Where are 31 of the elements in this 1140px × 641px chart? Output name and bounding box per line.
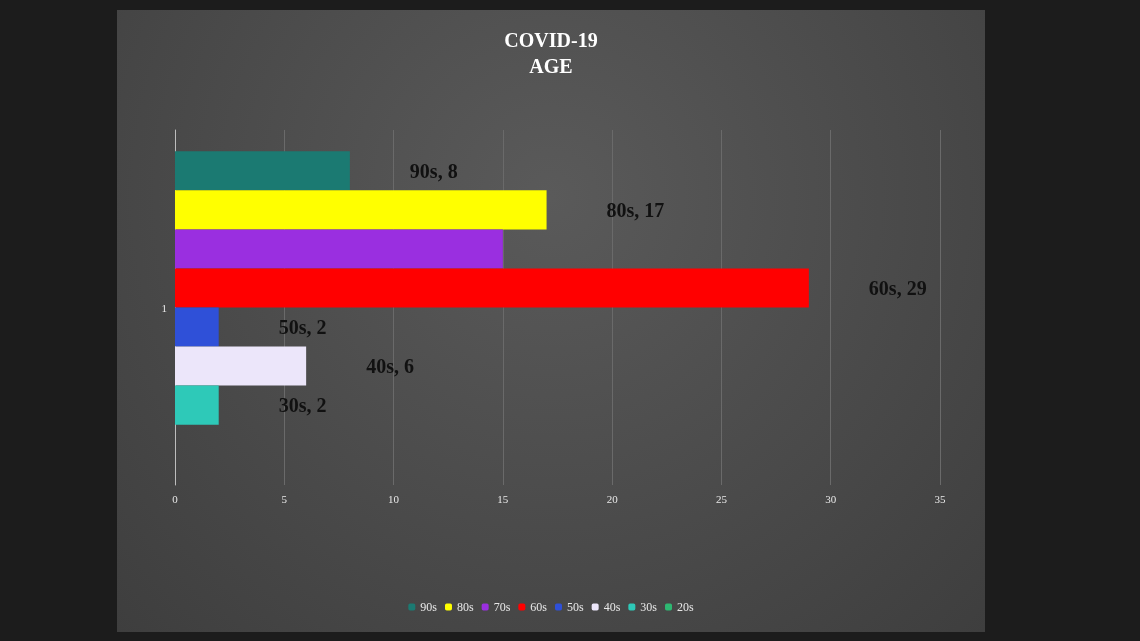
bar — [175, 346, 307, 386]
x-tick-label: 5 — [281, 492, 288, 505]
x-tick-label: 35 — [934, 492, 946, 505]
legend-label: 50s — [567, 600, 584, 614]
data-label: 50s, 2 — [278, 316, 327, 339]
bar — [175, 229, 503, 269]
data-label: 60s, 29 — [868, 276, 927, 299]
legend-label: 30s — [640, 600, 658, 614]
bar — [175, 307, 219, 347]
x-tick-label: 30 — [825, 492, 837, 505]
bar — [175, 268, 809, 308]
chart-title: COVID-19 AGE — [504, 29, 598, 77]
legend-label: 80s — [456, 600, 474, 614]
bar — [175, 151, 350, 191]
data-label: 40s, 6 — [366, 355, 414, 378]
x-tick-label: 10 — [388, 492, 400, 505]
data-label: 80s, 17 — [606, 198, 665, 221]
legend-label: 20s — [677, 600, 695, 614]
data-label: 90s, 8 — [409, 159, 458, 182]
y-tick-label: 1 — [161, 301, 167, 314]
x-tick-label: 15 — [497, 492, 509, 505]
data-label: 30s, 2 — [278, 394, 327, 417]
legend-label: 60s — [530, 600, 548, 614]
x-tick-label: 25 — [715, 492, 728, 505]
x-tick-label: 20 — [606, 492, 619, 505]
legend-label: 70s — [493, 600, 511, 614]
x-tick-label: 0 — [172, 492, 179, 505]
bar — [175, 385, 219, 425]
bar — [175, 190, 547, 230]
legend-label: 40s — [603, 600, 621, 614]
legend-label: 90s — [420, 600, 438, 614]
